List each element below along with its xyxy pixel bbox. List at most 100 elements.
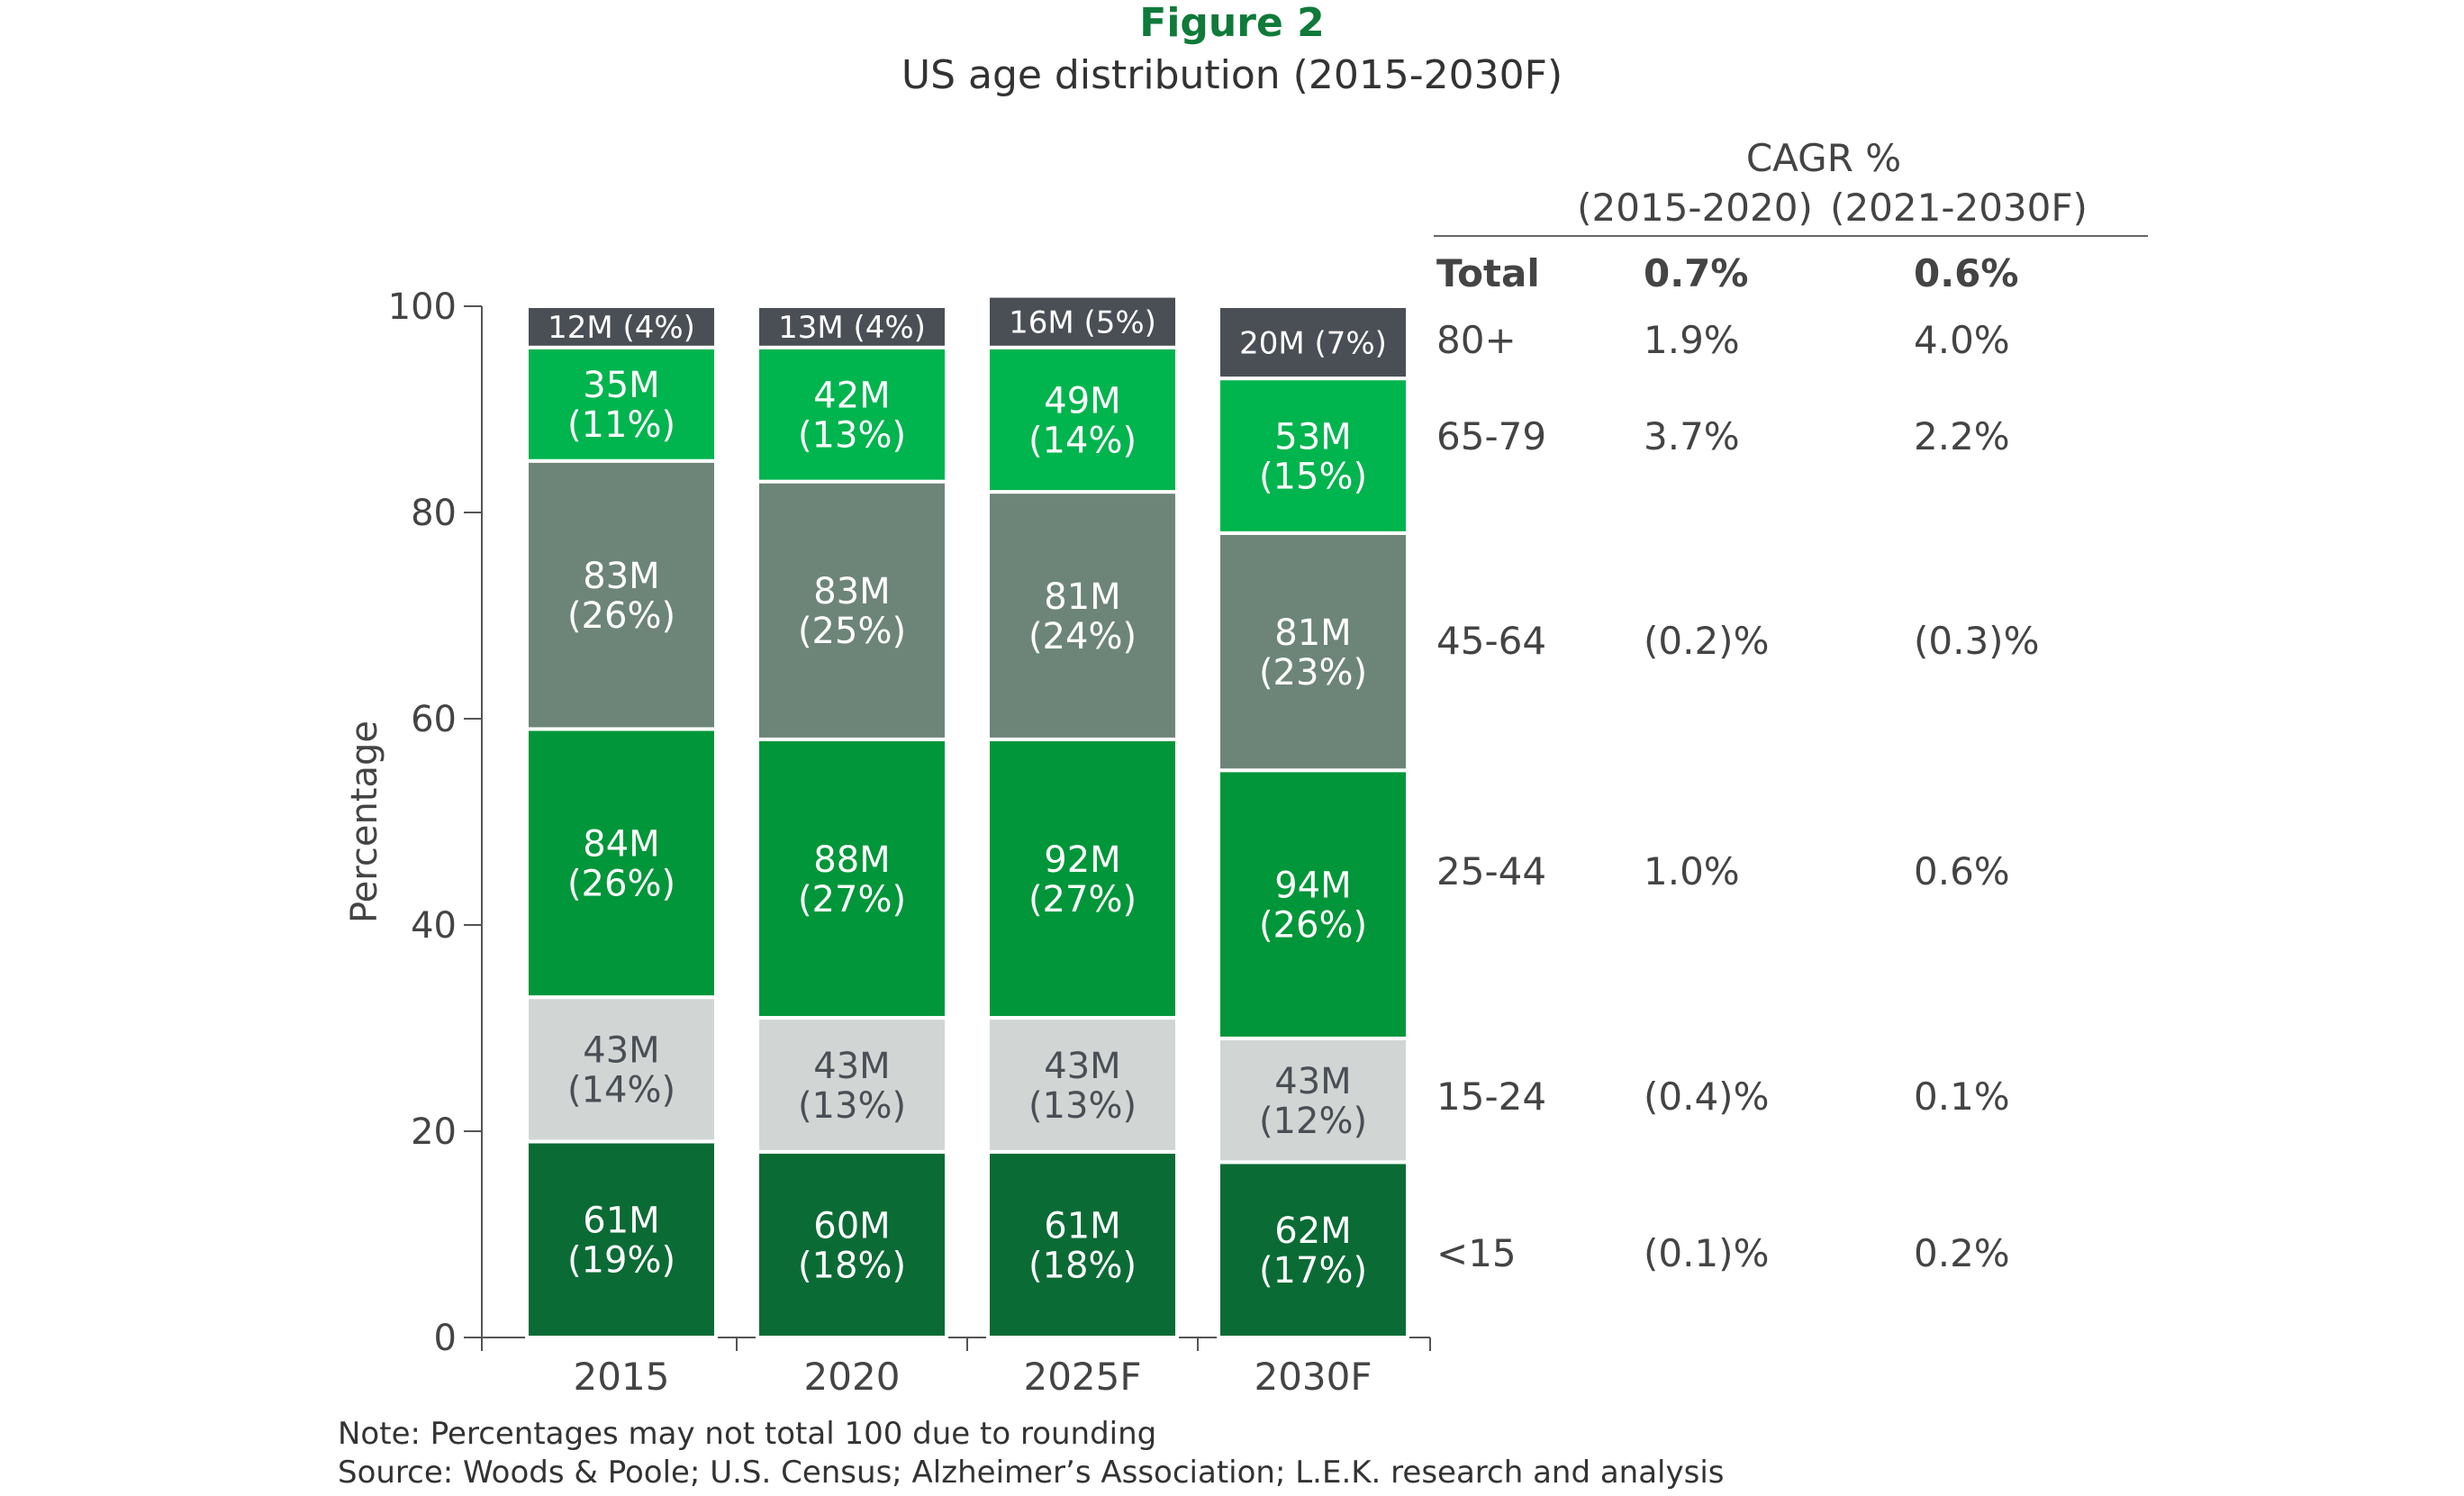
cagr-value: (0.1)% — [1644, 1231, 1769, 1275]
bar-segment — [756, 1149, 948, 1340]
cagr-row-label: 25-44 — [1436, 849, 1546, 893]
cagr-value: (0.4)% — [1644, 1074, 1769, 1119]
bar-data-label: 12M (4%) — [548, 310, 695, 346]
bar-data-label: 62M — [1274, 1210, 1351, 1252]
y-tick-label: 80 — [411, 493, 457, 534]
cagr-row-label: <15 — [1436, 1231, 1517, 1275]
bar-data-label: (23%) — [1259, 652, 1367, 694]
x-tick-label: 2025F — [1023, 1355, 1141, 1399]
bar-data-label: 53M — [1274, 416, 1351, 458]
cagr-value: (0.3)% — [1914, 619, 2039, 663]
bar-data-label: 43M — [1044, 1046, 1120, 1087]
bar-data-label: (12%) — [1259, 1101, 1367, 1142]
chart-source: Source: Woods & Poole; U.S. Census; Alzh… — [338, 1455, 1725, 1491]
cagr-row-label: 80+ — [1436, 318, 1517, 362]
bar-data-label: (26%) — [567, 864, 675, 905]
bar-data-label: 20M (7%) — [1239, 325, 1387, 361]
bar-segment — [756, 1016, 948, 1154]
bar-segment — [756, 737, 948, 1020]
cagr-value: 0.2% — [1914, 1231, 2010, 1275]
bar-data-label: 42M — [813, 376, 890, 417]
bar-segment — [986, 1149, 1179, 1340]
cagr-row-label: 45-64 — [1436, 619, 1546, 663]
bar-segment — [1217, 530, 1409, 773]
bar-data-label: (15%) — [1259, 456, 1367, 497]
figure-subtitle: US age distribution (2015-2030F) — [901, 52, 1563, 98]
bar-data-label: (13%) — [1028, 1085, 1137, 1127]
cagr-value: 1.0% — [1644, 849, 1740, 893]
bar-data-label: (13%) — [798, 1085, 906, 1127]
bar-data-label: (27%) — [1028, 879, 1137, 920]
bar-data-label: 61M — [1044, 1205, 1120, 1247]
bar-data-label: (26%) — [567, 595, 675, 637]
bar-data-label: (18%) — [798, 1245, 906, 1286]
bar-segment — [756, 479, 948, 741]
y-tick-label: 60 — [411, 699, 457, 740]
bar-data-label: 43M — [1274, 1061, 1351, 1102]
bar-data-label: 84M — [583, 824, 659, 866]
cagr-value: 3.7% — [1644, 414, 1740, 458]
bar-data-label: 35M — [583, 365, 659, 406]
bar-data-label: (19%) — [567, 1240, 675, 1282]
bar-segment — [1217, 1036, 1409, 1165]
bar-data-label: 61M — [583, 1201, 659, 1242]
bar-data-label: (25%) — [798, 611, 906, 652]
bar-data-label: 81M — [1044, 576, 1120, 618]
bar-segment — [525, 345, 718, 463]
cagr-heading: CAGR % — [1746, 136, 1901, 180]
bar-data-label: 94M — [1274, 866, 1351, 907]
bar-data-label: (11%) — [567, 404, 675, 446]
bar-data-label: 43M — [583, 1030, 659, 1072]
bar-data-label: (26%) — [1259, 905, 1367, 947]
bar-segment — [525, 995, 718, 1144]
y-axis-label: Percentage — [344, 721, 385, 923]
bar-data-label: 16M (5%) — [1009, 304, 1156, 340]
cagr-value: 4.0% — [1914, 318, 2010, 362]
bar-data-label: (14%) — [567, 1070, 675, 1111]
cagr-value: 1.9% — [1644, 318, 1740, 362]
bar-data-label: 43M — [813, 1046, 890, 1087]
cagr-value: (0.2)% — [1644, 619, 1769, 663]
x-tick-label: 2030F — [1254, 1355, 1372, 1399]
chart-note: Note: Percentages may not total 100 due … — [338, 1416, 1157, 1452]
bar-data-label: (13%) — [798, 415, 906, 457]
cagr-value: 0.7% — [1644, 251, 1748, 295]
y-tick-label: 100 — [388, 286, 457, 328]
y-tick-label: 20 — [411, 1111, 457, 1153]
bar-segment — [1217, 1160, 1409, 1339]
bar-segment — [986, 294, 1179, 349]
bar-data-label: 49M — [1044, 380, 1120, 422]
bar-data-label: 13M (4%) — [778, 310, 926, 346]
bar-segment — [1217, 376, 1409, 535]
bar-data-label: 88M — [813, 839, 890, 881]
bar-segment — [1217, 304, 1409, 381]
bar-data-label: (18%) — [1028, 1245, 1137, 1286]
bar-data-label: (27%) — [798, 879, 906, 920]
cagr-value: 0.6% — [1914, 849, 2010, 893]
bar-segment — [756, 345, 948, 484]
bar-segment — [525, 304, 718, 349]
cagr-column-header: (2015-2020) — [1577, 186, 1813, 230]
figure-title: Figure 2 — [1139, 0, 1325, 46]
cagr-column-header: (2021-2030F) — [1830, 186, 2088, 230]
bar-segment — [756, 304, 948, 349]
y-tick-label: 0 — [434, 1318, 457, 1359]
bar-segment — [525, 458, 718, 731]
x-tick-label: 2015 — [574, 1355, 670, 1399]
bar-data-label: 60M — [813, 1205, 890, 1247]
bar-data-label: (14%) — [1028, 420, 1137, 461]
cagr-value: 2.2% — [1914, 414, 2010, 458]
bar-segment — [986, 490, 1179, 741]
bar-data-label: (24%) — [1028, 616, 1137, 657]
bar-data-label: 83M — [813, 571, 890, 612]
cagr-row-label: Total — [1436, 251, 1540, 295]
bar-segment — [986, 345, 1179, 494]
cagr-value: 0.1% — [1914, 1074, 2010, 1119]
bar-data-label: 92M — [1044, 839, 1120, 881]
cagr-value: 0.6% — [1914, 251, 2018, 295]
x-tick-label: 2020 — [804, 1355, 901, 1399]
cagr-row-label: 15-24 — [1436, 1074, 1546, 1119]
cagr-row-label: 65-79 — [1436, 414, 1546, 458]
y-tick-label: 40 — [411, 905, 457, 947]
